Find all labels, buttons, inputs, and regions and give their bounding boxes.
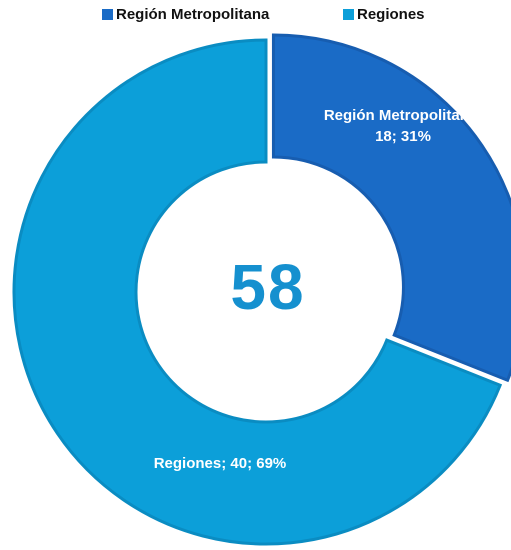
data-label: Región Metropolitana; 18; 31% <box>323 107 483 145</box>
legend-item: Región Metropolitana <box>102 6 269 23</box>
center-label: 58 <box>230 251 306 323</box>
legend-item: Regiones <box>343 6 425 23</box>
legend-label: Regiones <box>357 6 425 23</box>
data-label: Regiones; 40; 69% <box>153 455 287 472</box>
legend-swatch <box>102 9 113 20</box>
legend-swatch <box>343 9 354 20</box>
donut-slice <box>12 38 503 546</box>
donut-slice <box>271 33 511 383</box>
legend-label: Región Metropolitana <box>116 6 270 23</box>
